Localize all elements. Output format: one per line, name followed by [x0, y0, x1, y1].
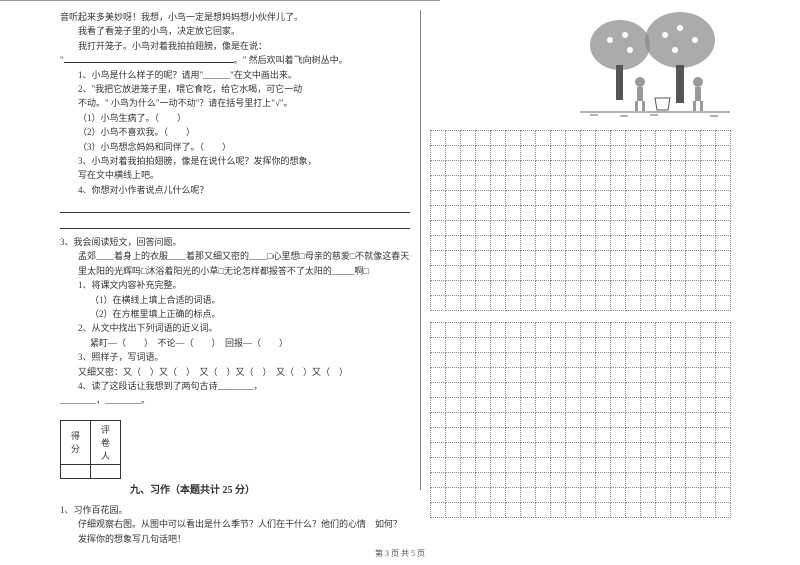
- answer-line[interactable]: [60, 199, 410, 213]
- passage-line: 音听起来多美妙呀！我想，小鸟一定是想妈妈想小伙伴儿了。: [60, 10, 410, 24]
- quote-end: 。" 然后欢叫着飞向树丛中。: [234, 55, 348, 65]
- writing-grid-1[interactable]: [430, 130, 731, 311]
- composition-body: 仔细观察右图。从图中可以看出是什么季节？人们在干什么？他们的心情 如何？发挥你的…: [60, 517, 410, 546]
- question-3-line2: 写在文中横线上吧。: [60, 168, 410, 182]
- p3-q3: 3、照样子，写词语。: [60, 350, 410, 364]
- page-content: 音听起来多美妙呀！我想，小鸟一定是想妈妈想小伙伴儿了。 我看了看笼子里的小鸟，决…: [0, 0, 800, 520]
- composition-title: 1、习作百花园。: [60, 503, 410, 517]
- p3-q1: 1、将课文内容补充完整。: [60, 278, 410, 292]
- p3-q2a[interactable]: 紧盯—（ ） 不论—（ ） 回报—（ ）: [60, 336, 410, 350]
- p3-q3a[interactable]: 又细又密：又（ ）又（ ） 又（ ）又（ ） 又（ ）又（ ）: [60, 365, 410, 379]
- column-divider: [420, 10, 421, 490]
- question-4: 4、你想对小作者说点儿什么呢？: [60, 183, 410, 197]
- option-1[interactable]: （1）小鸟生病了。（ ）: [60, 111, 410, 125]
- passage-line: 我打开笼子。小鸟对着我拍拍翅膀，像是在说：: [60, 39, 410, 53]
- score-cell[interactable]: [61, 464, 91, 478]
- passage-line: 我看了看笼子里的小鸟，决定放它回家。: [60, 24, 410, 38]
- writing-grid-2[interactable]: [430, 322, 731, 518]
- question-2-line1: 2、"我把它放进笼子里，喂它食吃，给它水喝，可它一动: [60, 82, 410, 96]
- fill-blank[interactable]: [64, 53, 234, 63]
- question-1: 1、小鸟是什么样子的呢？请用"______"在文中画出来。: [60, 68, 410, 82]
- passage-3-body: 孟郊____着身上的衣服____着那又细又密的____□心里想□母亲的慈爱□不就…: [60, 249, 410, 278]
- passage-blank-line: "。" 然后欢叫着飞向树丛中。: [60, 53, 410, 67]
- section-9-title: 九、习作（本题共计 25 分）: [60, 483, 410, 499]
- question-3-line1: 3、小鸟对着我拍拍翅膀，像是在说什么呢？发挥你的想象，: [60, 154, 410, 168]
- score-header-2: 评卷人: [91, 420, 121, 464]
- p3-q4b[interactable]: ________，________。: [60, 393, 410, 407]
- score-header-1: 得分: [61, 420, 91, 464]
- p3-q4a: 4、读了这段话让我想到了两句古诗________，: [60, 379, 410, 393]
- passage-3-title: 3、我会阅读短文，回答问题。: [60, 235, 410, 249]
- p3-q2: 2、从文中找出下列词语的近义词。: [60, 321, 410, 335]
- answer-line[interactable]: [60, 215, 410, 229]
- page-footer: 第 3 页 共 5 页: [0, 548, 800, 559]
- score-table: 得分 评卷人: [60, 420, 121, 479]
- right-column: [430, 10, 740, 520]
- option-2[interactable]: （2）小鸟不喜欢我。（ ）: [60, 125, 410, 139]
- option-3[interactable]: （3）小鸟想念妈妈和同伴了。（ ）: [60, 140, 410, 154]
- page-fold-line: [0, 0, 440, 8]
- question-2-line2: 不动。" 小鸟为什么"一动不动"？请在括号里打上"√"。: [60, 96, 410, 110]
- left-column: 音听起来多美妙呀！我想，小鸟一定是想妈妈想小伙伴儿了。 我看了看笼子里的小鸟，决…: [60, 10, 410, 520]
- grader-cell[interactable]: [91, 464, 121, 478]
- p3-q1b: （2）在方框里填上正确的标点。: [60, 307, 410, 321]
- orchard-illustration: [580, 10, 730, 122]
- p3-q1a: （1）在横线上填上合适的词语。: [60, 293, 410, 307]
